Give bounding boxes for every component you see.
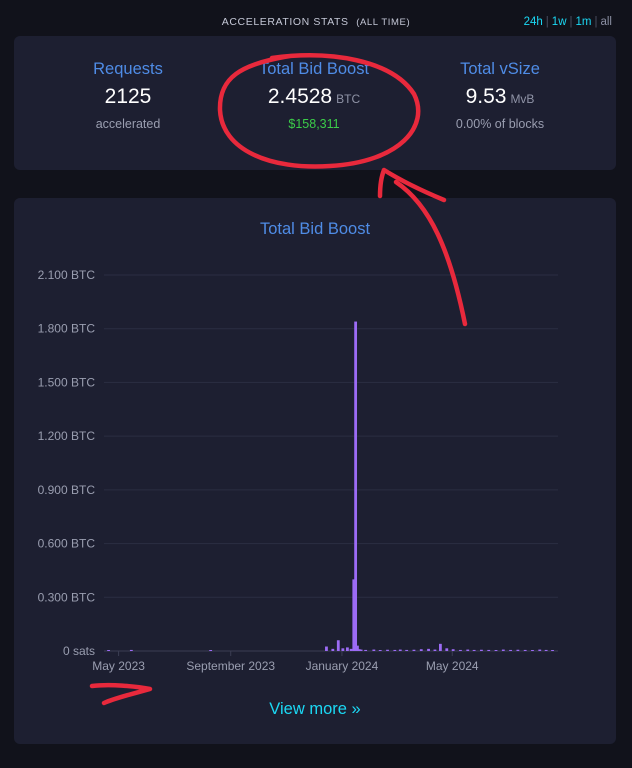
range-separator: | xyxy=(569,16,573,28)
y-tick-label: 1.200 BTC xyxy=(38,429,96,443)
y-tick-label: 0.300 BTC xyxy=(38,590,96,604)
stat-bid-boost-unit: BTC xyxy=(336,92,361,106)
chart-bar xyxy=(354,321,358,651)
chart-bar xyxy=(107,650,110,651)
stat-requests-label: Requests xyxy=(93,60,163,78)
chart-bar xyxy=(551,650,554,651)
y-tick-label: 2.100 BTC xyxy=(38,268,96,282)
y-tick-label: 1.800 BTC xyxy=(38,322,96,336)
stat-bid-boost-value-row: 2.4528 BTC xyxy=(214,85,414,109)
chart-bar xyxy=(372,649,376,651)
stat-vsize-unit: MvB xyxy=(510,92,535,106)
chart-title: Total Bid Boost xyxy=(259,220,371,238)
chart-bar xyxy=(544,649,548,651)
chart-bar xyxy=(129,649,133,651)
chart-bar xyxy=(427,648,430,651)
stat-requests-value: 2125 xyxy=(104,85,152,108)
stat-requests: Requests 2125 accelerated xyxy=(28,60,228,131)
chart-bar xyxy=(538,649,542,651)
chart-bar xyxy=(445,648,449,651)
chart-bar xyxy=(501,649,505,651)
chart-bar xyxy=(494,650,498,651)
y-tick-label: 0 sats xyxy=(63,644,95,658)
chart-bar xyxy=(364,649,368,651)
section-title-text: ACCELERATION STATS xyxy=(221,16,349,28)
chart-bar xyxy=(378,650,382,651)
range-separator: | xyxy=(545,16,549,28)
chart-bar xyxy=(393,649,397,651)
chart-bar xyxy=(459,649,462,651)
chart-bar xyxy=(346,647,349,651)
y-tick-label: 0.600 BTC xyxy=(38,537,96,551)
chart-bar xyxy=(325,646,328,651)
chart-bar xyxy=(509,649,512,651)
chart-bar xyxy=(331,648,335,651)
chart-bar xyxy=(516,649,520,651)
chart-bar xyxy=(466,649,470,651)
chart-bar xyxy=(472,649,476,651)
bid-boost-chart: 0 sats 0.300 BTC 0.600 BTC 0.900 BTC 1.200 B… xyxy=(38,268,558,673)
chart-bar xyxy=(412,649,416,651)
chart-bar xyxy=(386,649,389,651)
x-tick-label: September 2023 xyxy=(186,659,275,673)
chart-bar xyxy=(433,649,437,651)
section-subtitle: (ALL TIME) xyxy=(356,17,411,28)
stats-header: ACCELERATION STATS (ALL TIME) 24h | 1w | 1m |… xyxy=(0,16,632,32)
chart-bar xyxy=(398,649,402,651)
chart-bar xyxy=(438,643,442,651)
chart-bar xyxy=(531,650,534,651)
y-tick-label: 1.500 BTC xyxy=(38,375,96,389)
time-range-selector: 24h | 1w | 1m | all xyxy=(524,16,612,28)
stat-vsize-value: 9.53 xyxy=(465,85,507,108)
stat-vsize-sub: 0.00% of blocks xyxy=(455,117,545,131)
chart-bar xyxy=(405,649,409,651)
chart-bar xyxy=(480,649,483,651)
chart-bar xyxy=(419,649,423,651)
range-24h[interactable]: 24h xyxy=(523,16,543,28)
chart-bar xyxy=(451,649,455,651)
stat-vsize: Total vSize 9.53 MvB 0.00% of blocks xyxy=(400,60,600,131)
chart-bar xyxy=(209,650,213,651)
range-1w[interactable]: 1w xyxy=(551,16,567,28)
chart-bar xyxy=(336,640,340,651)
range-1m[interactable]: 1m xyxy=(575,16,592,28)
stat-vsize-label: Total vSize xyxy=(460,60,540,78)
stat-bid-boost: Total Bid Boost 2.4528 BTC $158,311 xyxy=(214,60,414,131)
chart-bar xyxy=(352,579,356,651)
chart-bar xyxy=(341,648,345,651)
stat-bid-boost-usd: $158,311 xyxy=(288,117,340,131)
chart-bar xyxy=(357,649,361,651)
annotation-arrow-head xyxy=(377,167,447,203)
chart-bar xyxy=(359,649,363,651)
section-title: ACCELERATION STATS (ALL TIME) xyxy=(0,16,632,28)
stat-bid-boost-value: 2.4528 xyxy=(267,85,333,108)
chart-card: Total Bid Boost 0 sats 0.300 BTC 0.600 BTC… xyxy=(14,198,616,744)
stat-vsize-value-row: 9.53 MvB xyxy=(400,85,600,109)
range-all[interactable]: all xyxy=(600,16,612,28)
view-more-link[interactable]: View more » xyxy=(269,700,361,718)
stat-requests-sub: accelerated xyxy=(95,117,161,131)
chart-bar xyxy=(487,649,491,651)
x-tick-label: May 2024 xyxy=(426,659,479,673)
x-tick-label: May 2023 xyxy=(92,659,145,673)
chart-bar xyxy=(349,648,353,651)
stat-bid-boost-label: Total Bid Boost xyxy=(258,60,370,78)
stats-card: Requests 2125 accelerated Total Bid Boos… xyxy=(14,36,616,170)
chart-bar xyxy=(356,645,359,651)
chart-bar xyxy=(523,649,527,651)
range-separator: | xyxy=(594,16,598,28)
x-tick-label: January 2024 xyxy=(306,659,379,673)
y-tick-label: 0.900 BTC xyxy=(38,483,96,497)
